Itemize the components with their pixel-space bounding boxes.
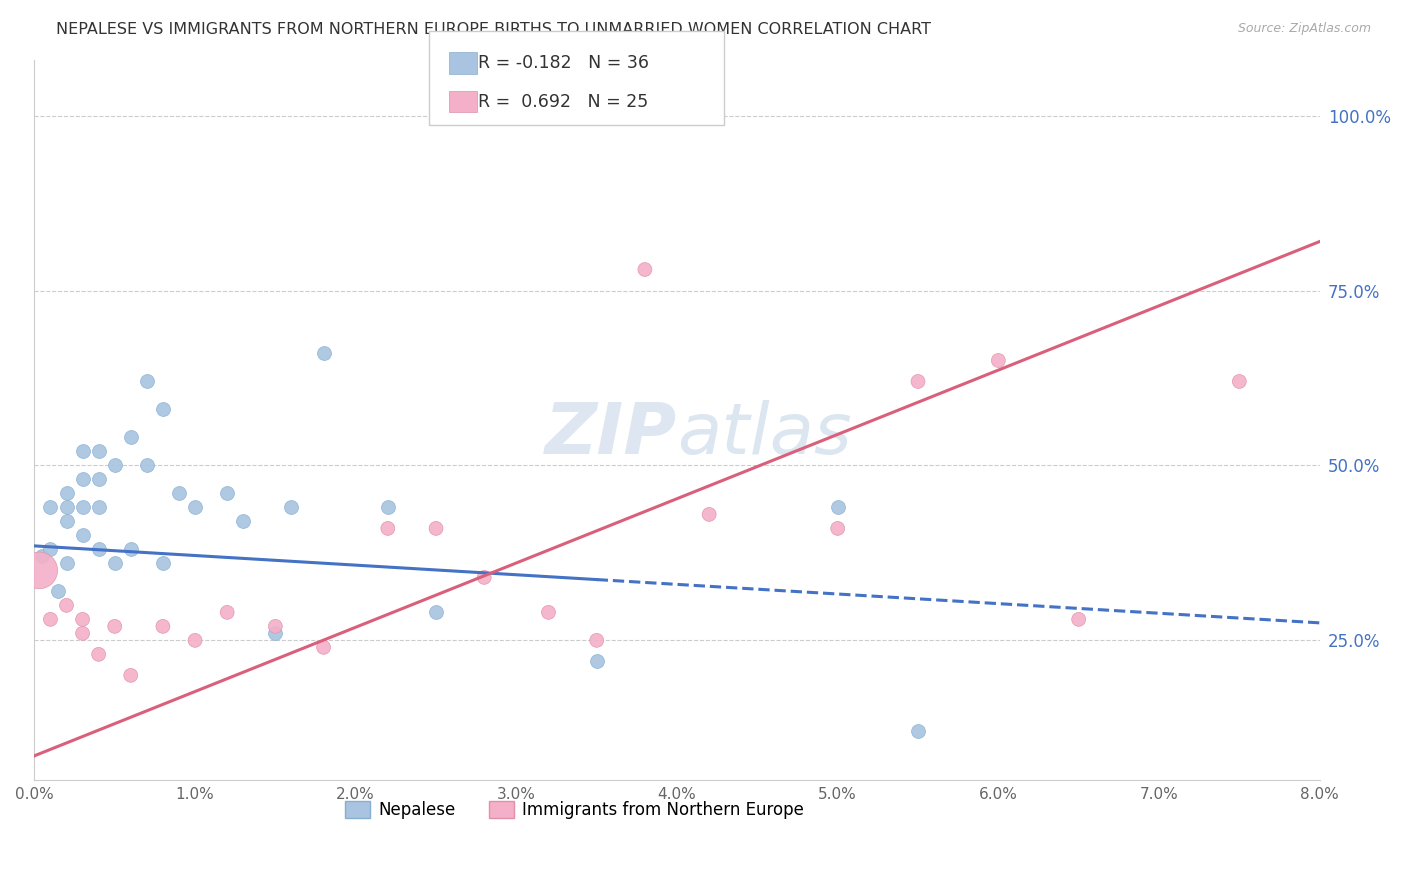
Point <box>55 486 77 500</box>
Point <box>39 542 62 557</box>
Point <box>217 486 239 500</box>
Point <box>48 584 70 599</box>
Point <box>72 444 94 458</box>
Point <box>152 619 174 633</box>
Point <box>87 444 110 458</box>
Point <box>72 612 94 626</box>
Point <box>312 640 335 655</box>
Point <box>425 521 447 535</box>
Point <box>987 353 1010 368</box>
Point <box>31 549 53 564</box>
Point <box>55 500 77 515</box>
Point <box>39 612 62 626</box>
Point <box>585 633 607 648</box>
Point <box>72 626 94 640</box>
Point <box>827 521 849 535</box>
Text: ZIP: ZIP <box>544 400 678 469</box>
Point <box>537 606 560 620</box>
Point <box>55 557 77 571</box>
Point <box>827 500 849 515</box>
Point <box>135 458 157 473</box>
Text: Source: ZipAtlas.com: Source: ZipAtlas.com <box>1237 22 1371 36</box>
Point <box>167 486 190 500</box>
Legend: Nepalese, Immigrants from Northern Europe: Nepalese, Immigrants from Northern Europ… <box>337 795 810 826</box>
Point <box>55 515 77 529</box>
Point <box>1067 612 1090 626</box>
Text: NEPALESE VS IMMIGRANTS FROM NORTHERN EUROPE BIRTHS TO UNMARRIED WOMEN CORRELATIO: NEPALESE VS IMMIGRANTS FROM NORTHERN EUR… <box>56 22 931 37</box>
Point <box>104 557 127 571</box>
Point <box>152 557 174 571</box>
Point <box>120 430 142 444</box>
Point <box>425 606 447 620</box>
Point <box>87 472 110 486</box>
Point <box>697 508 720 522</box>
Point <box>217 606 239 620</box>
Text: atlas: atlas <box>678 400 852 469</box>
Point <box>87 500 110 515</box>
Point <box>72 500 94 515</box>
Point <box>55 599 77 613</box>
Point <box>87 648 110 662</box>
Point <box>104 619 127 633</box>
Point <box>120 542 142 557</box>
Point <box>28 563 51 577</box>
Point <box>104 458 127 473</box>
Point <box>377 500 399 515</box>
Point <box>1227 375 1250 389</box>
Point <box>87 542 110 557</box>
Point <box>232 515 254 529</box>
Point <box>907 375 929 389</box>
Point <box>152 402 174 417</box>
Point <box>312 346 335 360</box>
Point <box>472 570 495 584</box>
Point <box>72 472 94 486</box>
Point <box>39 500 62 515</box>
Point <box>135 375 157 389</box>
Point <box>264 626 287 640</box>
Point <box>377 521 399 535</box>
Point <box>120 668 142 682</box>
Point <box>634 262 657 277</box>
Point <box>184 633 207 648</box>
Point <box>184 500 207 515</box>
Point <box>585 654 607 668</box>
Point <box>280 500 302 515</box>
Point <box>264 619 287 633</box>
Text: R = -0.182   N = 36: R = -0.182 N = 36 <box>478 54 650 71</box>
Text: R =  0.692   N = 25: R = 0.692 N = 25 <box>478 93 648 111</box>
Point <box>907 724 929 739</box>
Point <box>72 528 94 542</box>
